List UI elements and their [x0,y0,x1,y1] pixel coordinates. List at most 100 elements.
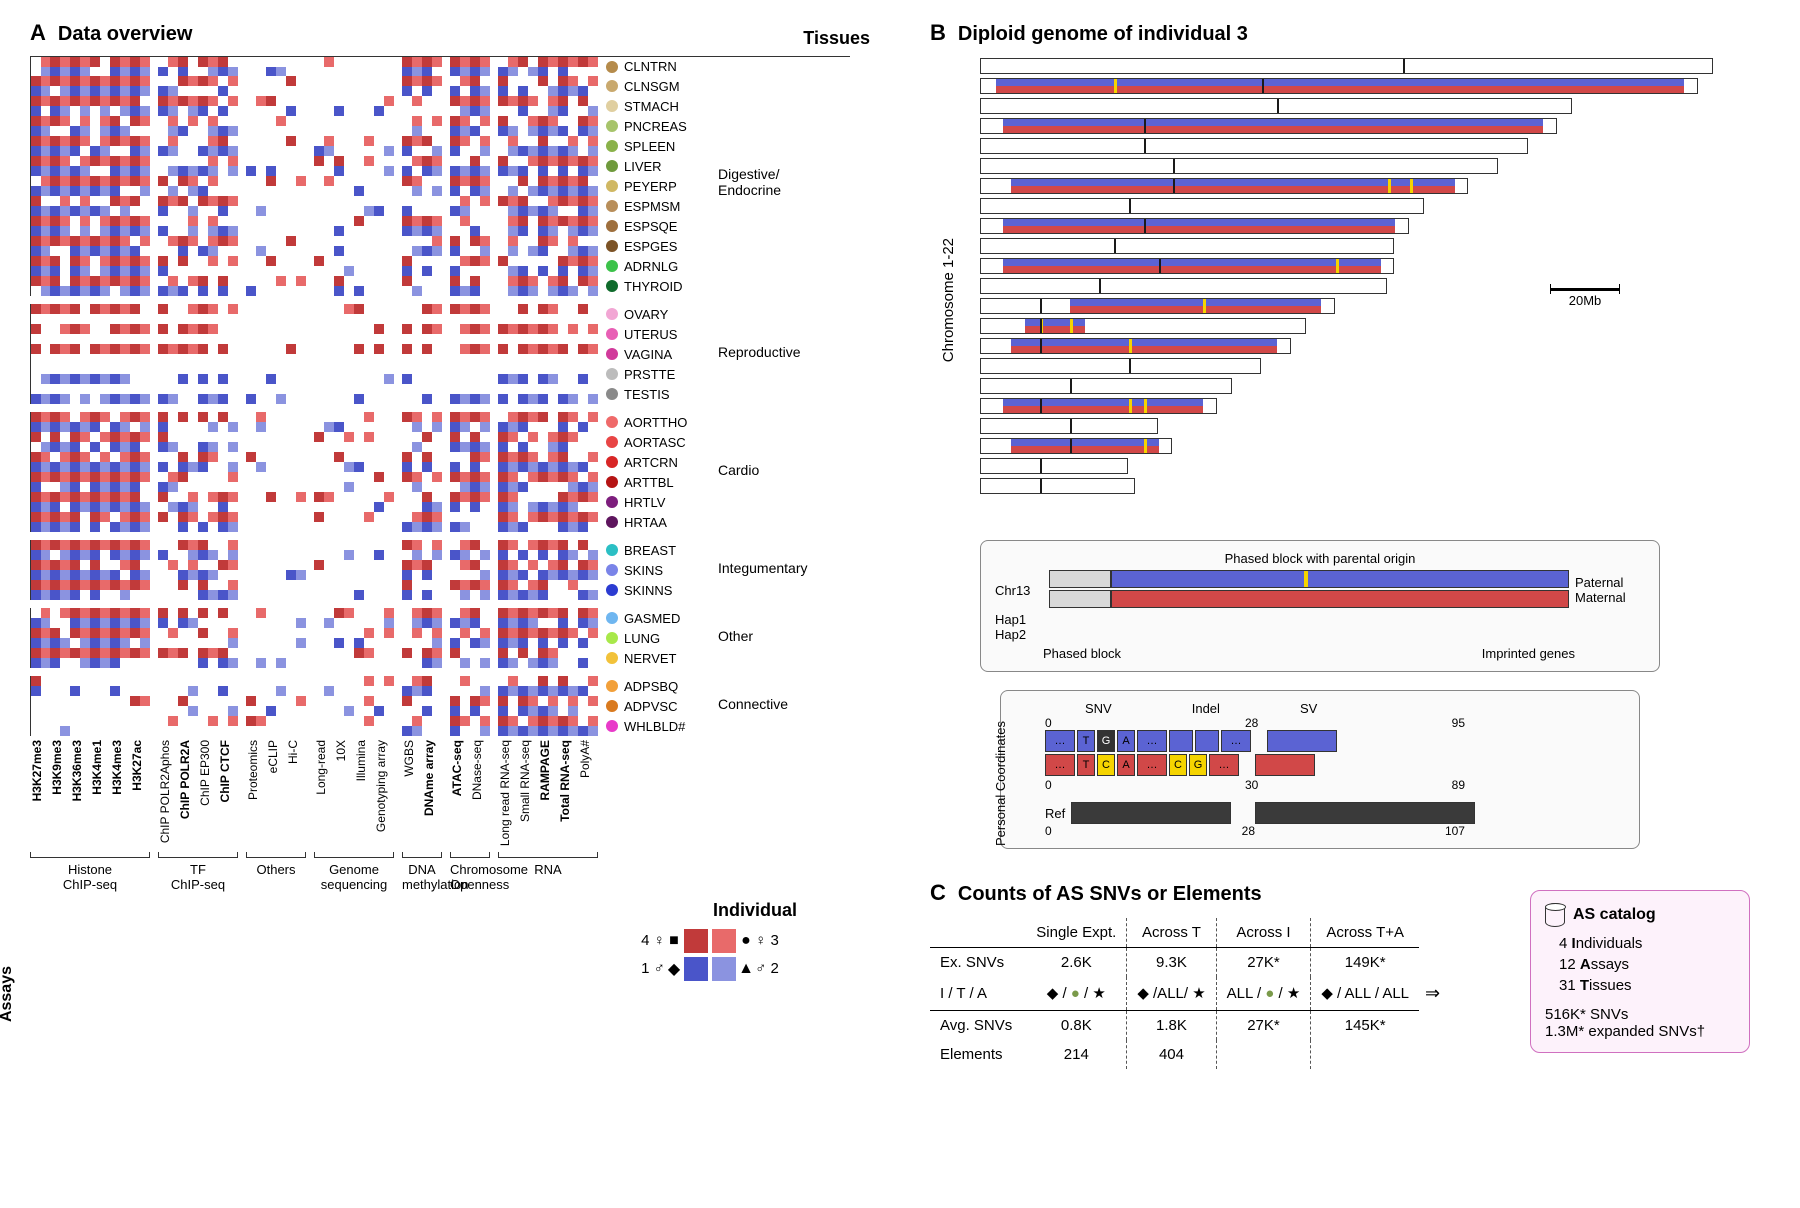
heatmap-cell [450,648,470,668]
heatmap-cell [422,344,442,364]
heatmap-cell [90,676,110,696]
heatmap-cell [158,648,178,668]
heatmap-cell [374,540,394,560]
tissue-dot [606,220,618,232]
heatmap-cell [198,540,218,560]
heatmap-cell [402,156,422,176]
heatmap-cell [538,472,558,492]
heatmap-cell [354,364,374,384]
heatmap-cell [266,696,286,716]
heatmap-cell [50,384,70,404]
heatmap-cell [314,216,334,236]
heatmap-cell [402,96,422,116]
heatmap-cell [110,648,130,668]
heatmap-cell [266,364,286,384]
heatmap-cell [90,156,110,176]
heatmap-cell [286,432,306,452]
heatmap-cell [498,512,518,532]
assay-label: Illumina [354,740,374,783]
heatmap-cell [374,304,394,324]
heatmap-cell [334,96,354,116]
assay-label: Long read RNA-seq [498,740,518,848]
heatmap-cell [422,580,442,600]
heatmap-cell [90,540,110,560]
tissue-label: AORTTHO [624,415,687,430]
heatmap-cell [558,648,578,668]
heatmap-cell [402,236,422,256]
heatmap-cell [498,276,518,296]
heatmap-cell [158,136,178,156]
tissue-dot [606,200,618,212]
heatmap-cell [158,156,178,176]
heatmap-cell [374,628,394,648]
heatmap-cell [354,256,374,276]
tissue-dot [606,260,618,272]
heatmap-cell [422,512,442,532]
heatmap-cell [286,452,306,472]
tissue-label: WHLBLD# [624,719,685,734]
heatmap-cell [450,196,470,216]
heatmap-cell [558,696,578,716]
heatmap-cell [334,540,354,560]
heatmap-cell [538,696,558,716]
heatmap-cell [578,344,598,364]
heatmap-cell [158,676,178,696]
chromosome-bar [980,78,1698,94]
heatmap-cell [246,492,266,512]
tissue-label: ARTTBL [624,475,674,490]
heatmap-cell [334,432,354,452]
heatmap-cell [314,344,334,364]
heatmap-cell [110,560,130,580]
heatmap-cell [110,472,130,492]
heatmap-cell [498,628,518,648]
heatmap-cell [130,696,150,716]
heatmap-cell [110,324,130,344]
heatmap-cell [90,116,110,136]
heatmap-cell [470,492,490,512]
heatmap-cell [198,452,218,472]
heatmap-cell [498,676,518,696]
heatmap-cell [266,176,286,196]
heatmap-cell [218,176,238,196]
heatmap-cell [470,560,490,580]
heatmap-cell [450,57,470,77]
heatmap-cell [498,384,518,404]
heatmap-cell [354,96,374,116]
heatmap-cell [70,432,90,452]
heatmap-cell [354,560,374,580]
heatmap-cell [266,676,286,696]
heatmap-cell [130,176,150,196]
heatmap-cell [266,472,286,492]
heatmap-cell [246,276,266,296]
tissue-label: UTERUS [624,327,677,342]
assay-label: H3K36me3 [70,740,90,803]
heatmap-cell [314,716,334,736]
heatmap-cell [70,276,90,296]
heatmap-cell [558,256,578,276]
chromosome-bar [980,238,1394,254]
heatmap-cell [314,96,334,116]
heatmap-cell [50,304,70,324]
heatmap-cell [354,196,374,216]
heatmap-cell [374,96,394,116]
heatmap-cell [470,512,490,532]
heatmap-cell [158,176,178,196]
table-row-head: I / T / A [930,977,1026,1010]
heatmap-cell [70,76,90,96]
table-cell: ◆ / ALL / ALL [1311,977,1419,1010]
heatmap-cell [422,696,442,716]
heatmap-cell [246,156,266,176]
heatmap-cell [198,136,218,156]
heatmap-cell [246,57,266,77]
heatmap-cell [218,696,238,716]
heatmap-cell [578,608,598,628]
heatmap-cell [70,676,90,696]
heatmap-cell [198,512,218,532]
heatmap-cell [450,344,470,364]
chromosome-bar [980,138,1528,154]
heatmap-cell [110,492,130,512]
heatmap-cell [374,344,394,364]
heatmap: Tissues Assays CLNTRNCLNSGMSTMACHPNCREAS… [30,56,850,912]
heatmap-cell [286,608,306,628]
heatmap-cell [334,176,354,196]
